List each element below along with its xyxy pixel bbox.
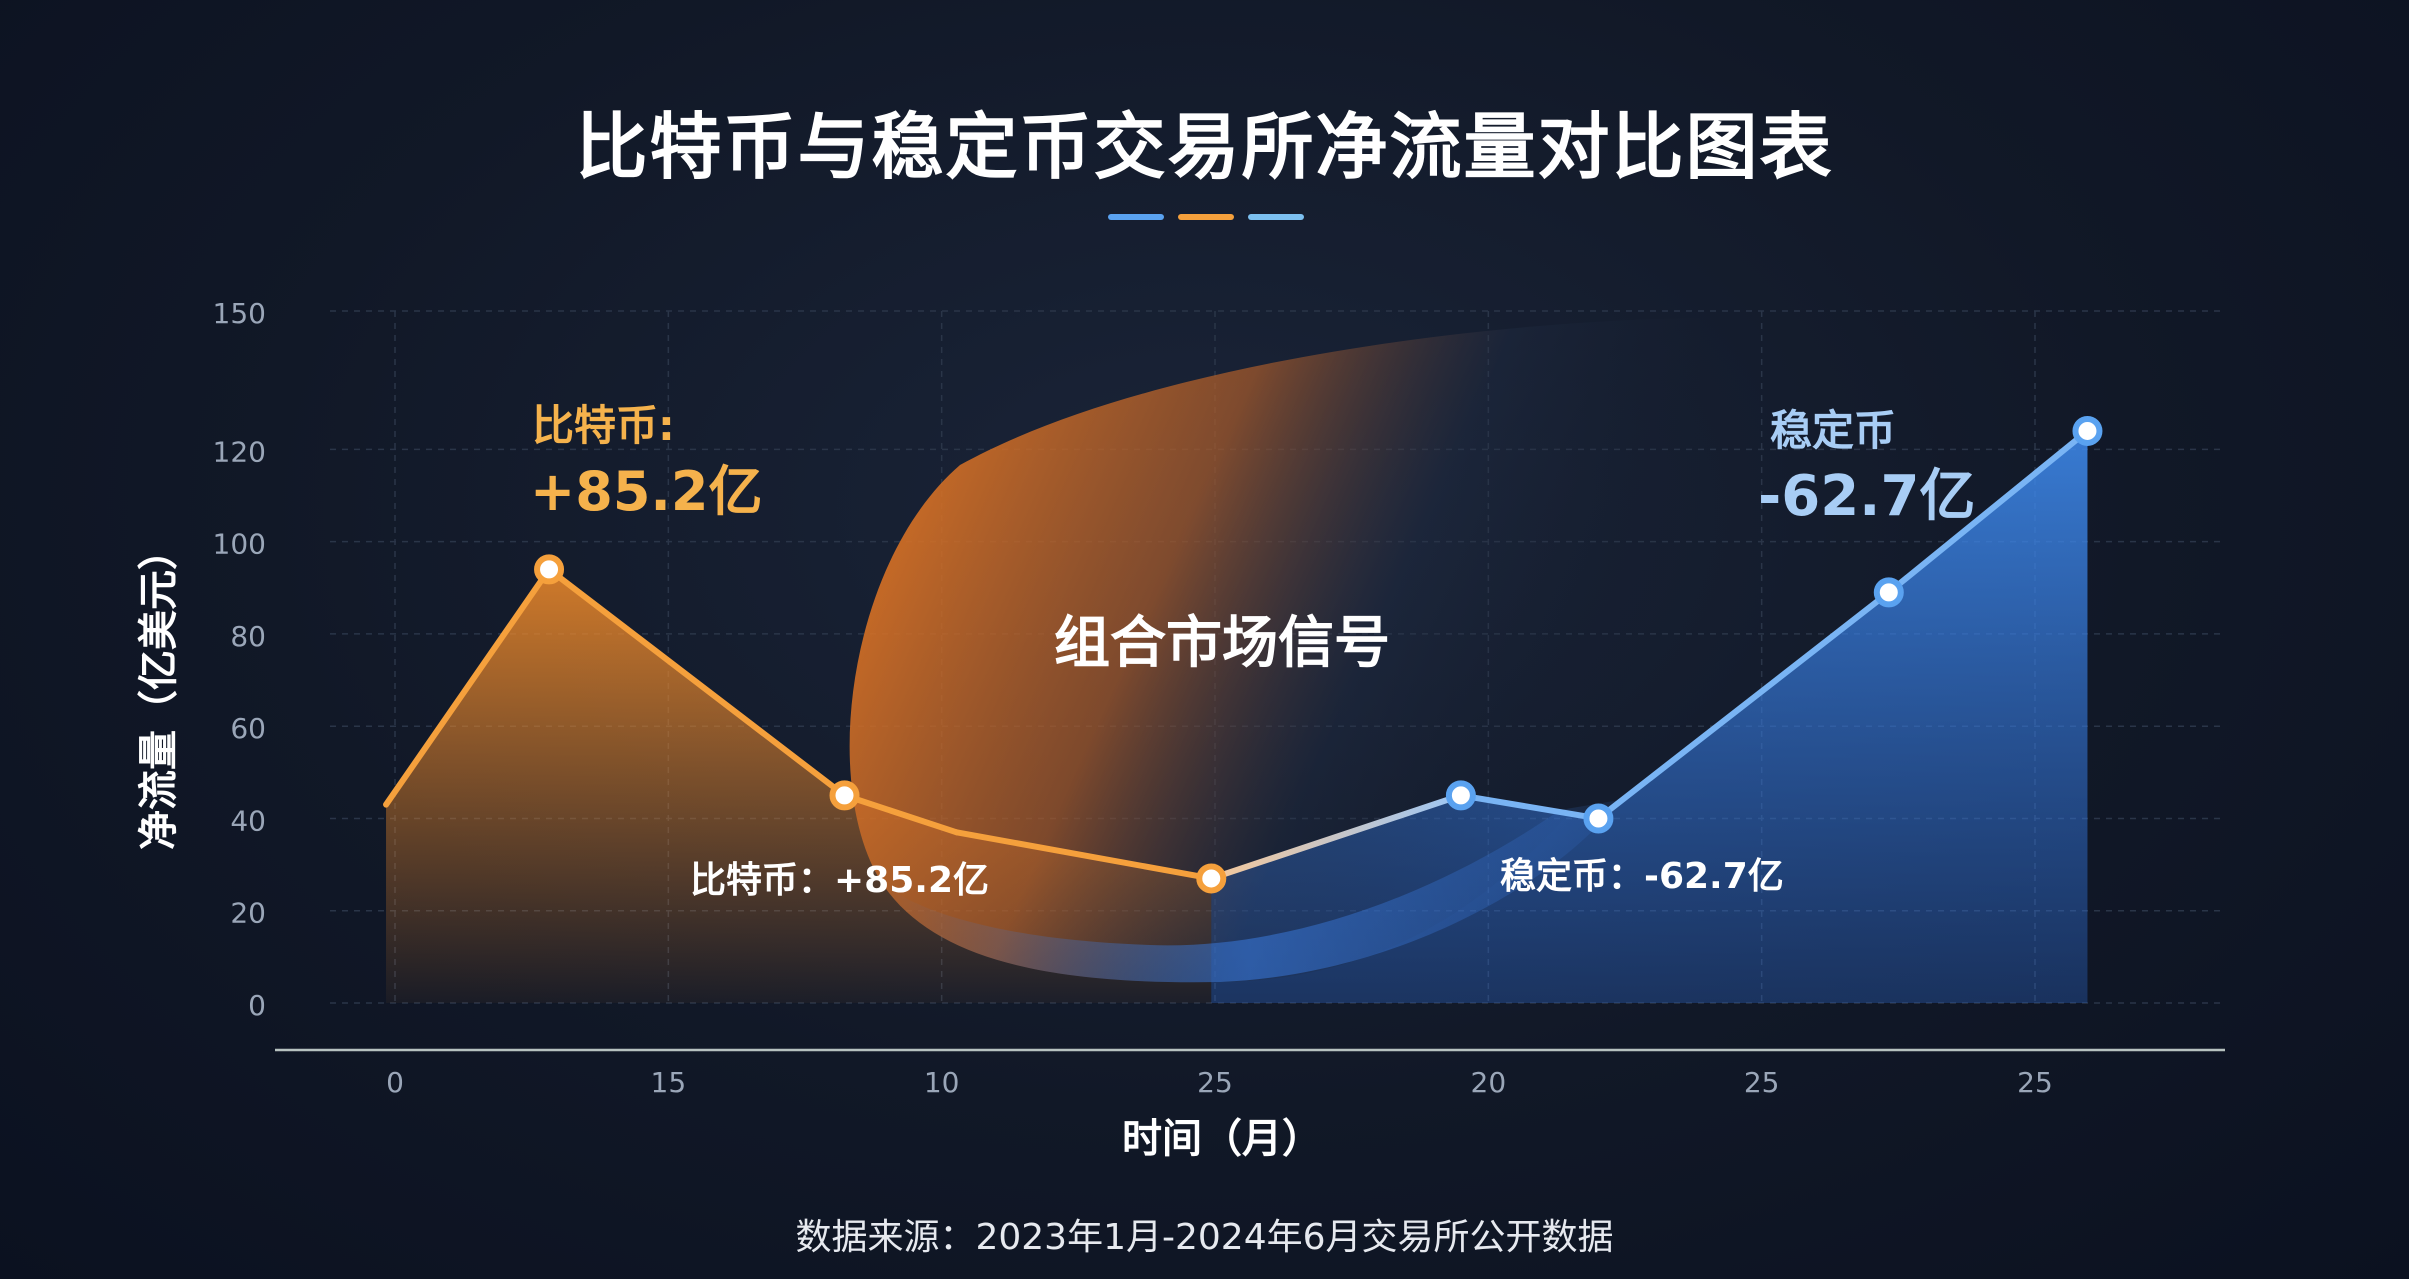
x-tick-label: 20 (1471, 1066, 1507, 1099)
y-tick-label: 60 (230, 712, 266, 745)
data-point-1-4 (2072, 415, 2103, 446)
series-line-segment-1 (1208, 792, 1464, 882)
chart-title: 比特币与稳定币交易所净流量对比图表 (575, 105, 1834, 189)
series-line-segment-0 (841, 792, 960, 836)
x-tick-label: 0 (386, 1066, 404, 1099)
combined-signal-blob-lower (880, 800, 1620, 983)
series-markers (534, 415, 2103, 894)
data-point-0-1 (534, 554, 565, 585)
title-accent-dashes (1108, 214, 1304, 220)
stable-small-label: 稳定币：-62.7亿 (1500, 856, 1784, 897)
x-tick-label: 15 (651, 1066, 687, 1099)
y-tick-label: 100 (213, 528, 266, 561)
btc-callout-label: 比特币: (532, 401, 675, 450)
x-tick-label: 25 (1744, 1066, 1780, 1099)
btc-callout-value: +85.2亿 (530, 460, 762, 523)
axis-ticks: 0 20 40 60 80 100 120 150 0 15 10 25 20 25 25 (213, 297, 2225, 1099)
series-line-segment-0 (546, 566, 848, 799)
stable-callout-label: 稳定币 (1770, 406, 1896, 455)
y-tick-label: 120 (213, 435, 266, 468)
y-tick-label: 40 (230, 804, 266, 837)
combined-signal-blob (849, 318, 1700, 983)
x-tick-label: 25 (2017, 1066, 2053, 1099)
y-axis-title: 净流量（亿美元） (136, 530, 182, 850)
data-point-1-3 (1873, 577, 1904, 608)
stable-callout-value: -62.7亿 (1758, 464, 1975, 529)
series-line-segment-0 (383, 566, 553, 808)
series-line-segment-1 (1885, 427, 2091, 596)
btc-small-label: 比特币：+85.2亿 (690, 860, 989, 901)
data-point-1-1 (1445, 780, 1476, 811)
center-signal-label: 组合市场信号 (1054, 611, 1390, 676)
x-axis-title: 时间（月） (1122, 1116, 1322, 1162)
y-tick-label: 80 (230, 620, 266, 653)
data-point-0-2 (829, 780, 860, 811)
data-point-0-4 (1196, 863, 1227, 894)
series-line-segment-1 (1457, 792, 1602, 822)
series-line-segment-1 (1595, 589, 1892, 822)
x-tick-label: 25 (1197, 1066, 1233, 1099)
series-line-segment-0 (953, 829, 1215, 882)
y-tick-label: 0 (248, 989, 266, 1022)
y-tick-label: 20 (230, 897, 266, 930)
y-tick-label: 150 (213, 297, 266, 330)
data-point-1-2 (1583, 803, 1614, 834)
x-tick-label: 10 (924, 1066, 960, 1099)
data-source-note: 数据来源：2023年1月-2024年6月交易所公开数据 (795, 1217, 1614, 1258)
series-lines (383, 427, 2091, 882)
